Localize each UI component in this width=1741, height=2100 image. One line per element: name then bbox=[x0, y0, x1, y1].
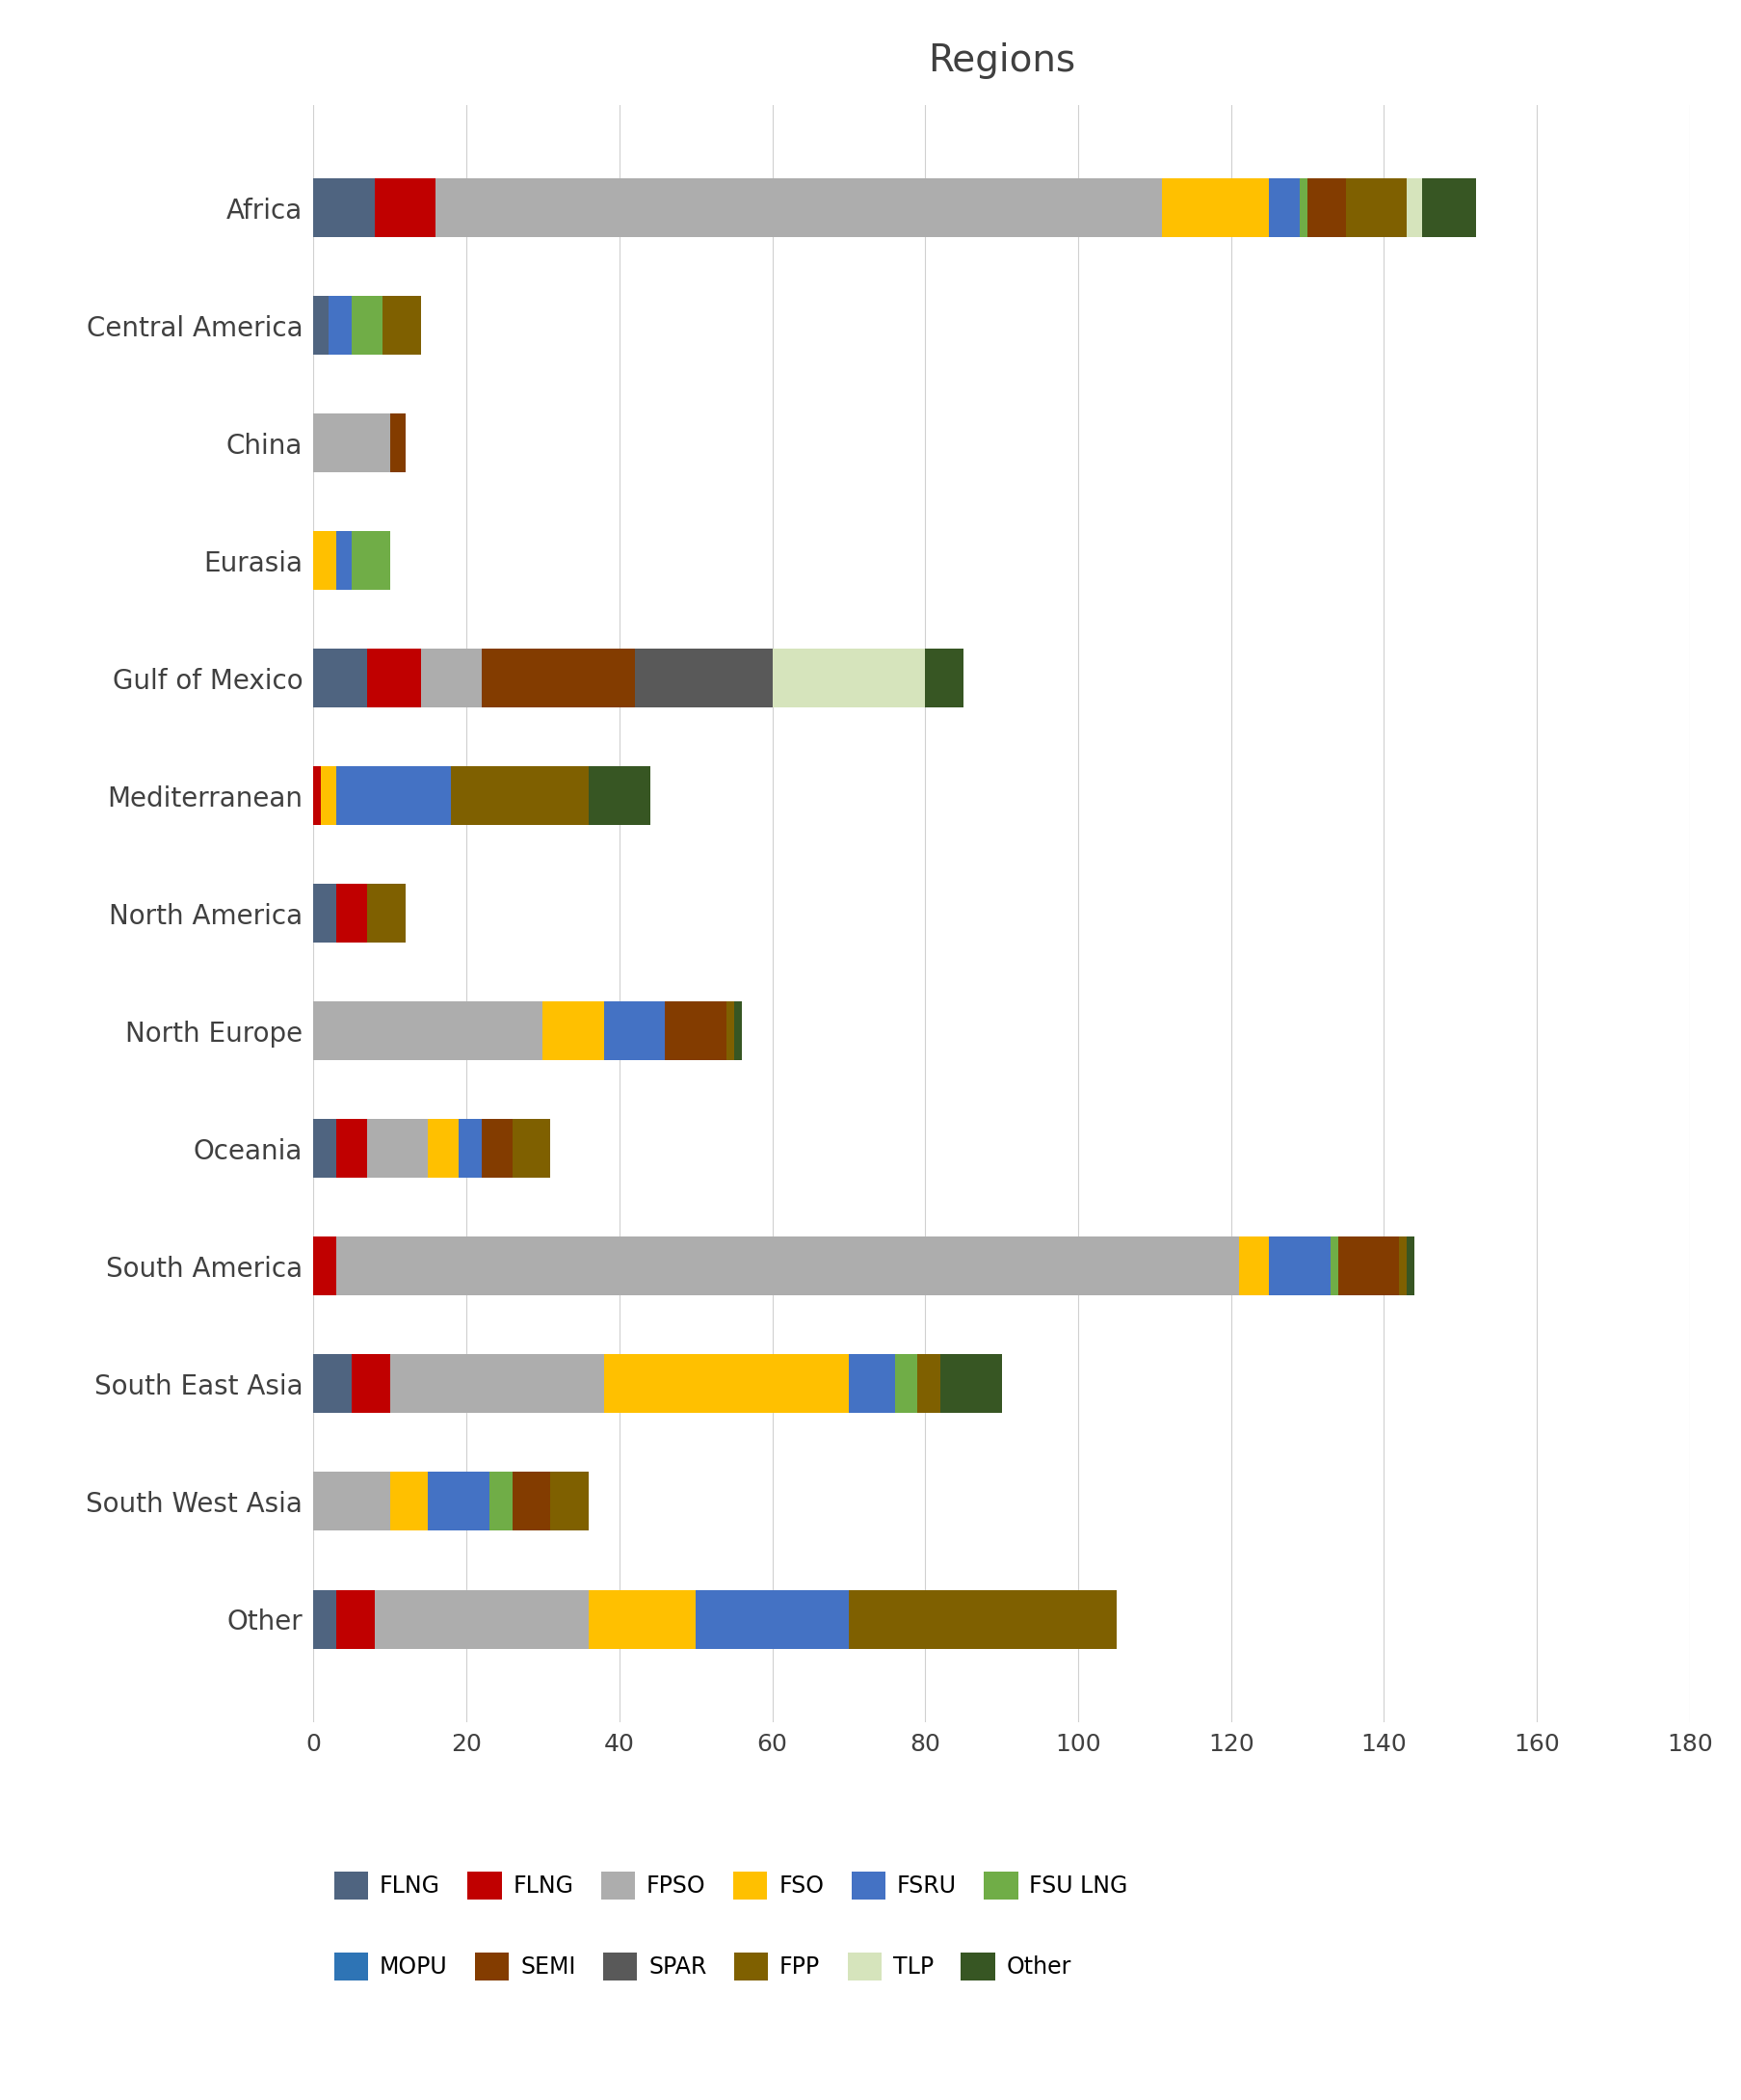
Bar bbox=[918, 1354, 940, 1413]
Bar bbox=[588, 1590, 695, 1648]
Bar bbox=[1407, 1237, 1414, 1296]
Bar bbox=[313, 649, 367, 708]
Bar bbox=[313, 1119, 336, 1178]
Bar bbox=[336, 1237, 1238, 1296]
Bar bbox=[771, 649, 924, 708]
Bar bbox=[512, 1472, 550, 1531]
Bar bbox=[428, 1472, 489, 1531]
Bar bbox=[1398, 1237, 1407, 1296]
Bar bbox=[665, 1002, 726, 1060]
Bar bbox=[336, 1590, 374, 1648]
Bar bbox=[390, 1354, 604, 1413]
Bar bbox=[1238, 1237, 1269, 1296]
Bar bbox=[420, 649, 482, 708]
Bar bbox=[1269, 178, 1299, 237]
Bar bbox=[435, 178, 1161, 237]
Bar bbox=[313, 296, 329, 355]
Bar bbox=[695, 1590, 848, 1648]
Bar bbox=[313, 1237, 336, 1296]
Bar bbox=[940, 1354, 1001, 1413]
Bar bbox=[390, 414, 406, 473]
Bar bbox=[512, 1119, 550, 1178]
Bar bbox=[390, 1472, 428, 1531]
Bar bbox=[489, 1472, 512, 1531]
Bar bbox=[367, 649, 420, 708]
Bar bbox=[383, 296, 420, 355]
Bar bbox=[458, 1119, 482, 1178]
Bar bbox=[924, 649, 963, 708]
Bar bbox=[1307, 178, 1346, 237]
Bar bbox=[451, 766, 588, 825]
Legend: MOPU, SEMI, SPAR, FPP, TLP, Other: MOPU, SEMI, SPAR, FPP, TLP, Other bbox=[326, 1945, 1079, 1989]
Bar bbox=[634, 649, 771, 708]
Bar bbox=[313, 766, 320, 825]
Bar bbox=[313, 1002, 543, 1060]
Bar bbox=[352, 531, 390, 590]
Bar bbox=[336, 1119, 367, 1178]
Bar bbox=[313, 178, 374, 237]
Bar bbox=[1346, 178, 1407, 237]
Bar bbox=[336, 884, 367, 943]
Bar bbox=[1299, 178, 1307, 237]
Bar bbox=[1337, 1237, 1398, 1296]
Bar bbox=[588, 766, 649, 825]
Bar bbox=[428, 1119, 458, 1178]
Bar bbox=[1269, 1237, 1330, 1296]
Title: Regions: Regions bbox=[928, 42, 1074, 80]
Bar bbox=[604, 1354, 848, 1413]
Bar bbox=[1161, 178, 1269, 237]
Bar bbox=[320, 766, 336, 825]
Bar bbox=[1407, 178, 1421, 237]
Bar bbox=[482, 1119, 512, 1178]
Bar bbox=[550, 1472, 588, 1531]
Bar bbox=[374, 178, 435, 237]
Bar bbox=[367, 1119, 428, 1178]
Bar bbox=[1421, 178, 1475, 237]
Bar bbox=[352, 296, 383, 355]
Bar bbox=[336, 766, 451, 825]
Bar bbox=[543, 1002, 604, 1060]
Bar bbox=[374, 1590, 588, 1648]
Bar bbox=[604, 1002, 665, 1060]
Bar bbox=[482, 649, 634, 708]
Bar bbox=[313, 1354, 352, 1413]
Bar bbox=[726, 1002, 733, 1060]
Bar bbox=[313, 531, 336, 590]
Bar bbox=[313, 884, 336, 943]
Bar bbox=[895, 1354, 918, 1413]
Bar bbox=[733, 1002, 742, 1060]
Bar bbox=[367, 884, 406, 943]
Bar bbox=[313, 414, 390, 473]
Bar bbox=[329, 296, 352, 355]
Bar bbox=[848, 1590, 1116, 1648]
Bar bbox=[313, 1472, 390, 1531]
Bar bbox=[352, 1354, 390, 1413]
Bar bbox=[336, 531, 352, 590]
Bar bbox=[313, 1590, 336, 1648]
Bar bbox=[848, 1354, 895, 1413]
Bar bbox=[1330, 1237, 1337, 1296]
